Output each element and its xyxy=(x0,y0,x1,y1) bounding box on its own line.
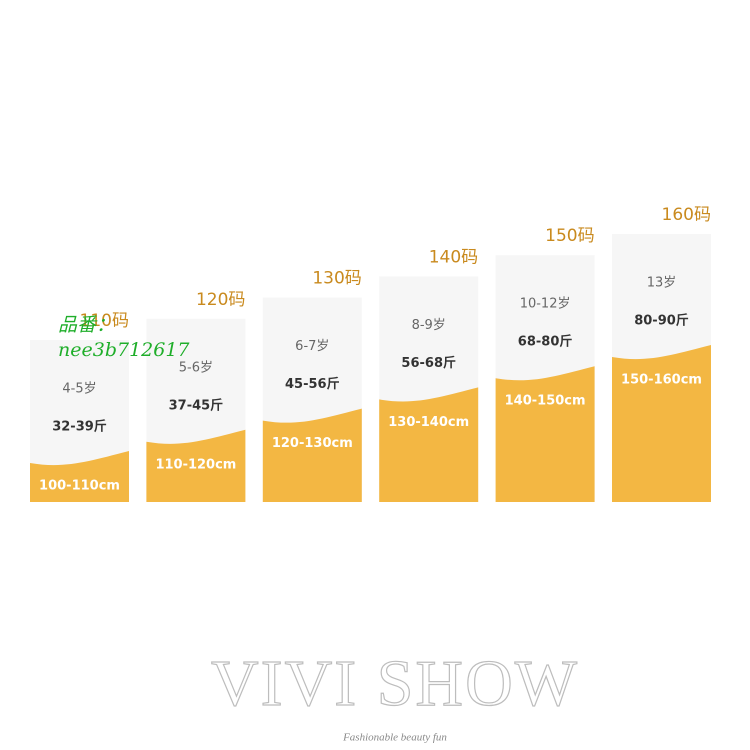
weight-label: 80-90斤 xyxy=(634,313,689,329)
age-label: 5-6岁 xyxy=(179,360,213,375)
height-label: 130-140cm xyxy=(388,415,469,430)
height-label: 140-150cm xyxy=(505,394,586,409)
age-label: 8-9岁 xyxy=(412,318,446,333)
weight-label: 68-80斤 xyxy=(518,334,573,350)
card-wave xyxy=(379,387,479,502)
card-wave xyxy=(30,451,129,502)
watermark-code: nee3b712617 xyxy=(58,339,190,361)
card-wave xyxy=(146,429,246,502)
card-wave xyxy=(262,408,362,502)
brand-tagline: Fashionable beauty fun xyxy=(342,732,447,744)
size-cards: 110码 4-5岁 32-39斤 100-110cm 120码 5-6岁 37-45斤 110… xyxy=(30,205,711,502)
size-card: 150码 10-12岁 68-80斤 140-150cm xyxy=(495,226,595,502)
age-label: 6-7岁 xyxy=(295,339,329,354)
weight-label: 32-39斤 xyxy=(52,419,107,435)
size-card: 130码 6-7岁 45-56斤 120-130cm xyxy=(262,269,362,502)
height-label: 120-130cm xyxy=(272,436,353,451)
size-card: 110码 4-5岁 32-39斤 100-110cm xyxy=(30,311,129,502)
weight-label: 56-68斤 xyxy=(401,355,456,371)
size-label: 160码 xyxy=(662,205,711,225)
height-label: 150-160cm xyxy=(621,373,702,388)
size-card: 140码 8-9岁 56-68斤 130-140cm xyxy=(379,247,479,502)
weight-label: 37-45斤 xyxy=(169,397,224,413)
size-label: 110码 xyxy=(80,311,129,331)
card-wave xyxy=(612,345,711,502)
brand-name: VIVI SHOW xyxy=(211,647,579,720)
age-label: 10-12岁 xyxy=(520,297,571,312)
age-label: 13岁 xyxy=(647,276,677,291)
card-wave xyxy=(495,366,595,502)
size-label: 130码 xyxy=(312,269,361,289)
weight-label: 45-56斤 xyxy=(285,376,340,392)
size-label: 120码 xyxy=(196,290,245,310)
size-label: 140码 xyxy=(429,247,478,267)
size-card: 120码 5-6岁 37-45斤 110-120cm xyxy=(146,290,246,502)
size-label: 150码 xyxy=(545,226,594,246)
size-card: 160码 13岁 80-90斤 150-160cm xyxy=(612,205,711,502)
height-label: 100-110cm xyxy=(39,479,120,494)
age-label: 4-5岁 xyxy=(62,382,96,397)
watermark-label: 品番： xyxy=(58,314,115,336)
height-label: 110-120cm xyxy=(155,457,236,472)
